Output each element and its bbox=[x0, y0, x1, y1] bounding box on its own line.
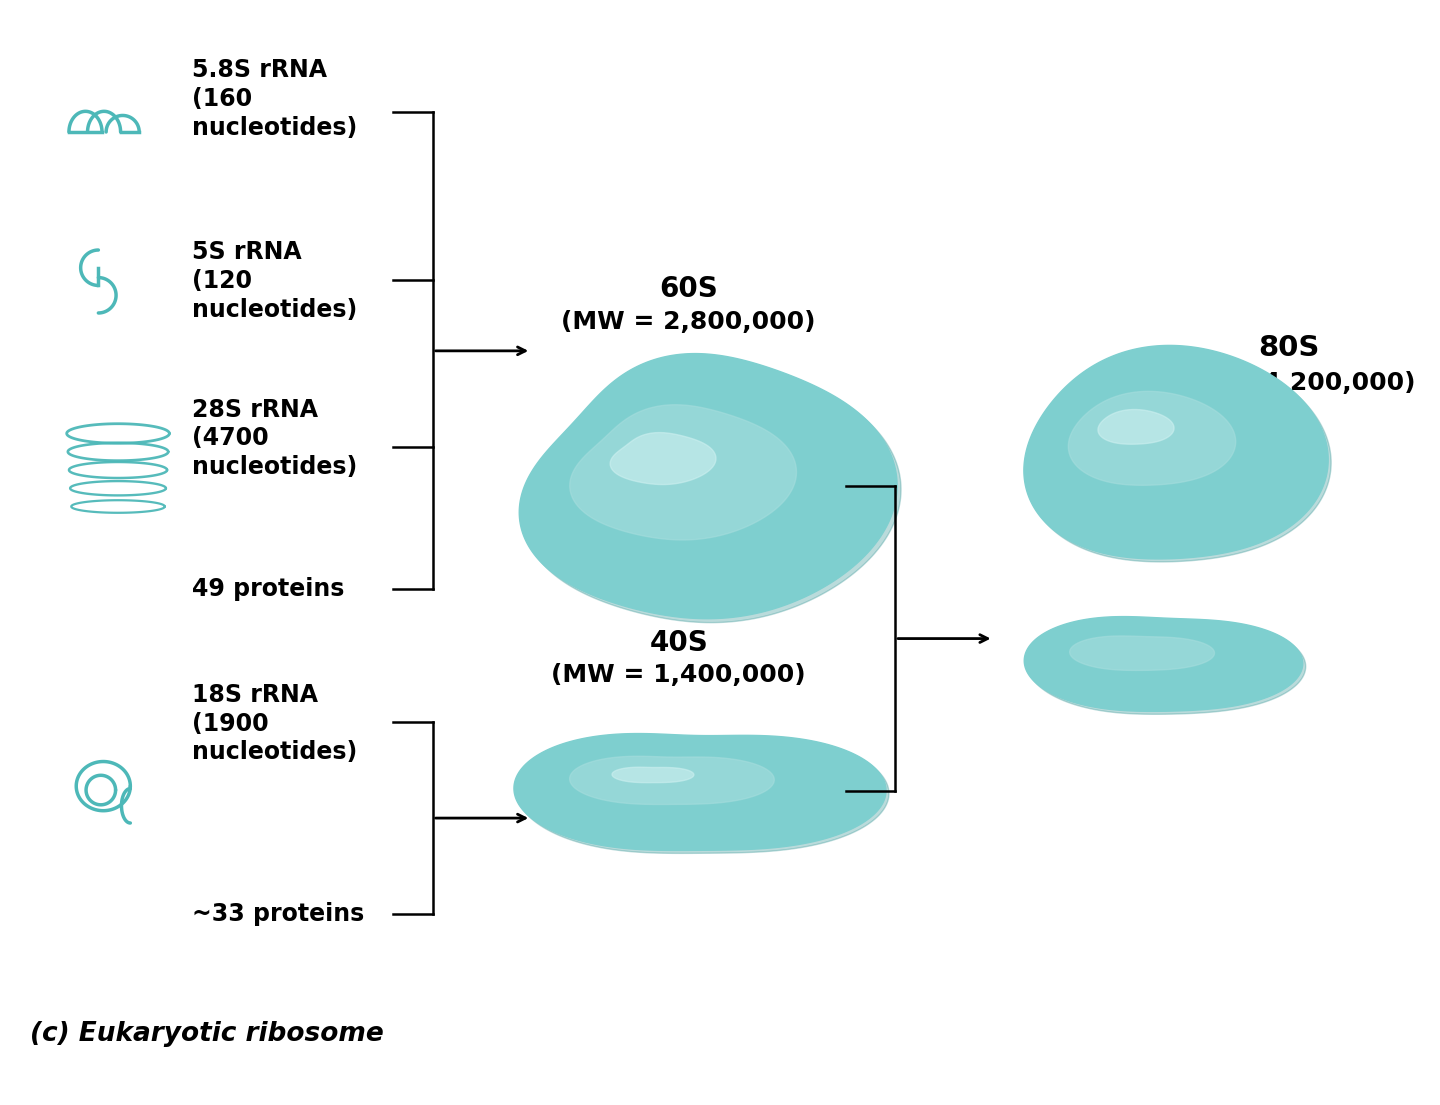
Polygon shape bbox=[520, 354, 897, 619]
Polygon shape bbox=[570, 756, 775, 804]
Text: 28S rRNA
(4700
nucleotides): 28S rRNA (4700 nucleotides) bbox=[192, 398, 357, 480]
Polygon shape bbox=[1070, 636, 1214, 671]
Text: 40S: 40S bbox=[649, 630, 708, 657]
Text: 5.8S rRNA
(160
nucleotides): 5.8S rRNA (160 nucleotides) bbox=[192, 59, 357, 139]
Text: 49 proteins: 49 proteins bbox=[192, 578, 344, 601]
Text: 60S: 60S bbox=[660, 275, 719, 304]
Text: 5S rRNA
(120
nucleotides): 5S rRNA (120 nucleotides) bbox=[192, 240, 357, 322]
Text: (MW = 4,200,000): (MW = 4,200,000) bbox=[1161, 371, 1416, 394]
Polygon shape bbox=[1024, 617, 1303, 712]
Polygon shape bbox=[1068, 391, 1236, 485]
Text: 18S rRNA
(1900
nucleotides): 18S rRNA (1900 nucleotides) bbox=[192, 683, 357, 765]
Polygon shape bbox=[611, 432, 716, 485]
Polygon shape bbox=[514, 734, 886, 851]
Text: 80S: 80S bbox=[1259, 335, 1319, 362]
Text: ~33 proteins: ~33 proteins bbox=[192, 902, 364, 926]
Polygon shape bbox=[1024, 346, 1328, 559]
Polygon shape bbox=[523, 358, 901, 622]
Polygon shape bbox=[612, 767, 694, 782]
Polygon shape bbox=[570, 404, 796, 540]
Polygon shape bbox=[1027, 620, 1306, 714]
Text: (c) Eukaryotic ribosome: (c) Eukaryotic ribosome bbox=[29, 1021, 383, 1046]
Polygon shape bbox=[1027, 348, 1331, 561]
Text: (MW = 2,800,000): (MW = 2,800,000) bbox=[562, 309, 816, 334]
Text: (MW = 1,400,000): (MW = 1,400,000) bbox=[552, 663, 806, 687]
Polygon shape bbox=[1097, 410, 1174, 444]
Polygon shape bbox=[517, 737, 888, 853]
